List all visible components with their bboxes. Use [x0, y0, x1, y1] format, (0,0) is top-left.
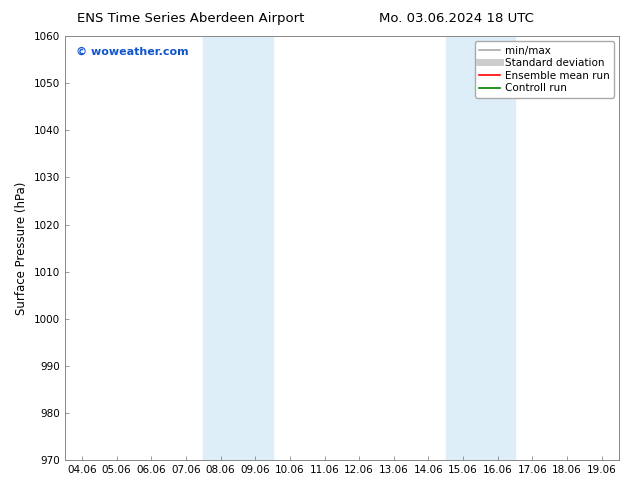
Y-axis label: Surface Pressure (hPa): Surface Pressure (hPa) — [15, 181, 28, 315]
Legend: min/max, Standard deviation, Ensemble mean run, Controll run: min/max, Standard deviation, Ensemble me… — [475, 41, 614, 98]
Text: Mo. 03.06.2024 18 UTC: Mo. 03.06.2024 18 UTC — [379, 12, 534, 25]
Bar — [204, 36, 273, 460]
Bar — [446, 36, 515, 460]
Text: © woweather.com: © woweather.com — [75, 47, 188, 57]
Text: ENS Time Series Aberdeen Airport: ENS Time Series Aberdeen Airport — [77, 12, 304, 25]
